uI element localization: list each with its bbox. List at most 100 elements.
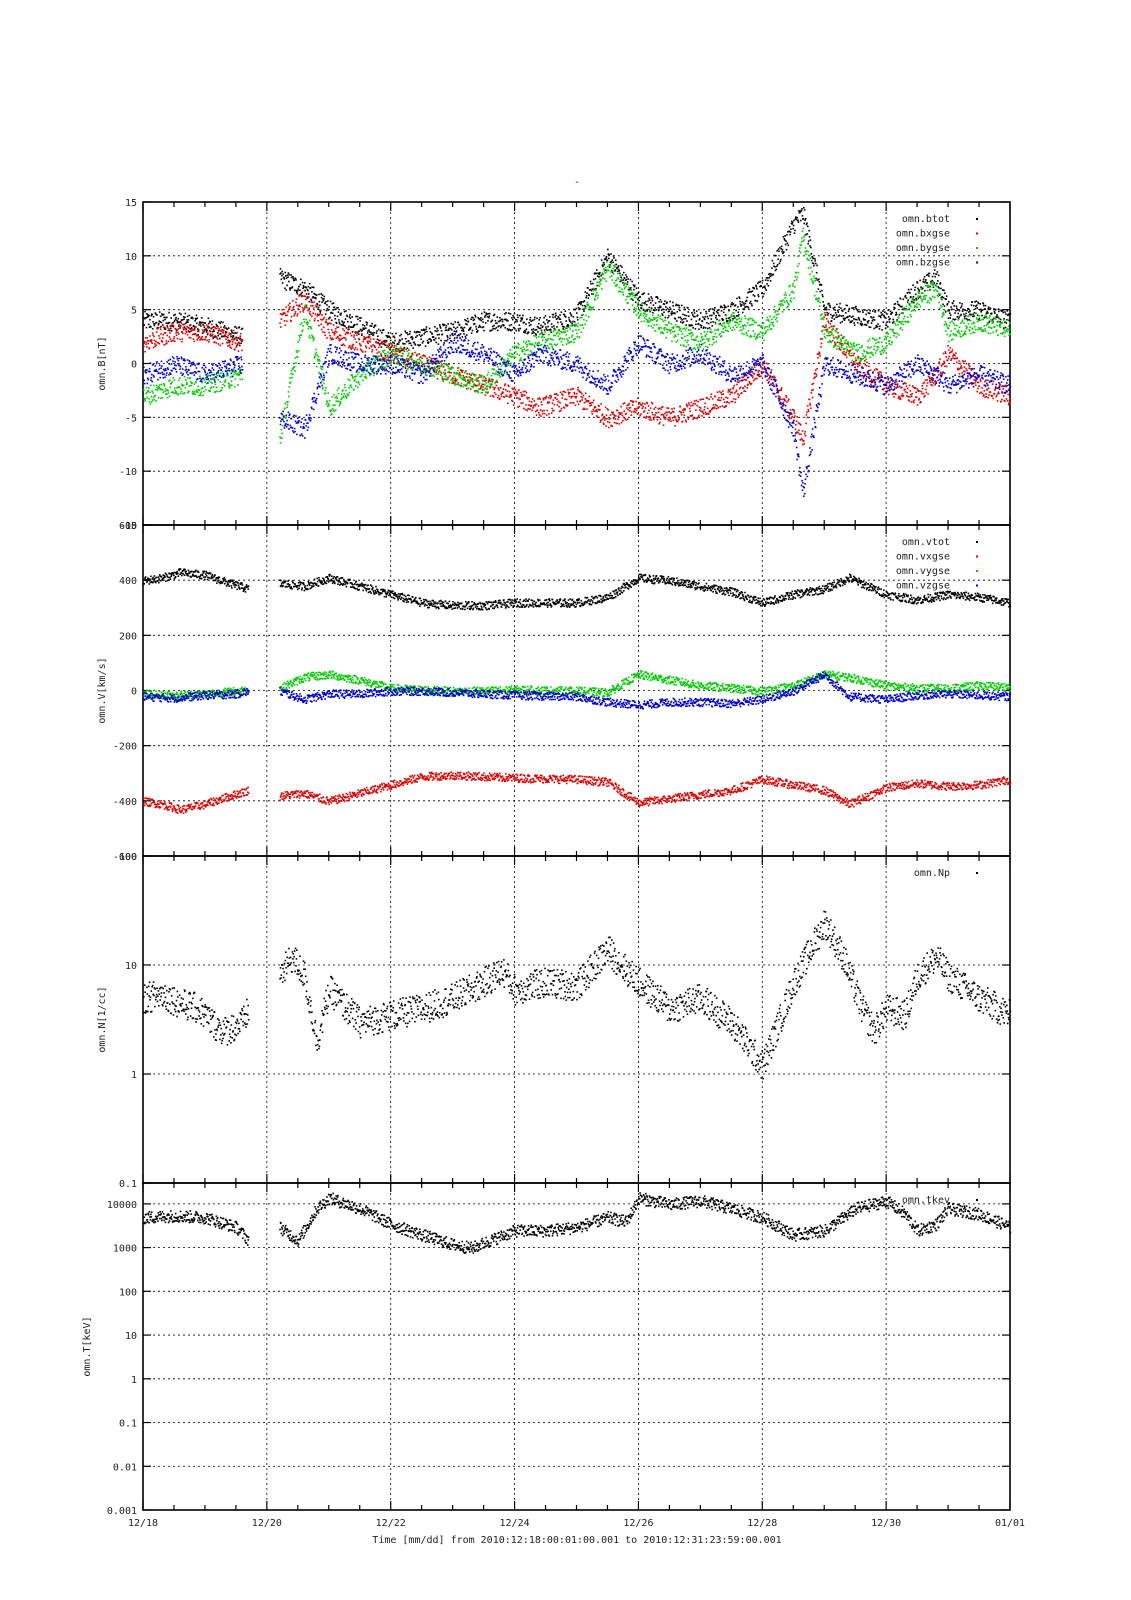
data-point <box>496 316 499 318</box>
data-point <box>582 313 584 316</box>
data-point <box>628 288 630 291</box>
data-point <box>676 326 679 328</box>
data-point <box>871 320 874 322</box>
data-point <box>541 326 544 329</box>
data-point <box>525 323 527 325</box>
data-point <box>582 308 584 311</box>
figure-title: - <box>574 177 580 188</box>
data-point <box>760 371 763 373</box>
data-point <box>380 354 383 356</box>
data-point <box>457 373 460 376</box>
data-point <box>338 323 341 325</box>
data-point <box>600 259 603 261</box>
data-point <box>182 323 184 326</box>
data-point <box>775 254 777 257</box>
data-point <box>510 323 513 326</box>
data-point <box>189 324 191 327</box>
data-point <box>857 356 860 359</box>
data-point <box>569 401 572 404</box>
data-point <box>893 303 896 306</box>
data-point <box>376 341 378 344</box>
data-point <box>997 316 999 318</box>
data-point <box>154 312 157 314</box>
data-point <box>194 319 196 322</box>
data-point <box>185 381 188 384</box>
data-point <box>296 304 298 307</box>
data-point <box>561 338 564 340</box>
data-point <box>372 355 375 357</box>
data-point <box>806 225 809 228</box>
data-point <box>311 301 314 304</box>
data-point <box>393 344 396 347</box>
data-point <box>709 308 712 310</box>
data-point <box>520 347 522 350</box>
data-point <box>841 320 844 323</box>
data-point <box>609 417 611 420</box>
data-point <box>793 219 795 222</box>
data-point <box>674 334 676 336</box>
data-point <box>159 321 161 323</box>
data-point <box>186 325 188 328</box>
data-point <box>450 371 453 374</box>
data-point <box>519 320 522 322</box>
data-point <box>350 348 353 350</box>
data-point <box>591 282 594 285</box>
data-point <box>577 322 579 325</box>
data-point <box>630 298 633 300</box>
data-point <box>648 317 651 320</box>
data-point <box>384 339 386 342</box>
data-point <box>403 363 405 365</box>
data-point <box>649 415 651 418</box>
data-point <box>725 404 728 407</box>
data-point <box>204 338 207 341</box>
data-point <box>168 380 170 382</box>
data-point <box>634 411 637 414</box>
data-point <box>154 313 157 315</box>
data-point <box>459 385 462 388</box>
data-point <box>953 357 956 360</box>
data-point <box>571 336 573 338</box>
data-point <box>465 319 468 322</box>
data-point <box>682 409 684 412</box>
data-point <box>543 316 545 319</box>
data-point <box>1006 310 1009 312</box>
data-point <box>534 335 537 337</box>
data-point <box>672 326 675 328</box>
data-point <box>355 381 358 383</box>
data-point <box>520 359 523 362</box>
data-point <box>891 393 894 395</box>
data-point <box>375 357 377 359</box>
data-point <box>718 314 721 317</box>
data-point <box>490 374 493 377</box>
data-point <box>372 333 375 336</box>
data-point <box>967 364 970 366</box>
data-point <box>712 311 715 314</box>
data-point <box>212 336 215 338</box>
data-point <box>931 381 933 383</box>
data-point <box>642 411 645 413</box>
data-point <box>804 219 806 221</box>
data-point <box>446 335 449 337</box>
data-point <box>809 402 811 405</box>
data-point <box>467 379 470 381</box>
data-point <box>670 312 672 315</box>
data-point <box>212 337 215 340</box>
data-point <box>556 343 559 346</box>
data-point <box>216 332 219 334</box>
data-point <box>169 325 172 327</box>
data-point <box>690 318 693 321</box>
data-point <box>319 309 321 312</box>
data-point <box>841 337 844 339</box>
data-point <box>161 340 163 342</box>
data-point <box>529 343 531 345</box>
data-point <box>377 355 380 358</box>
data-point <box>613 421 616 424</box>
data-point <box>482 380 484 382</box>
data-point <box>299 283 302 286</box>
data-point <box>759 358 761 360</box>
data-point <box>572 320 574 323</box>
data-point <box>515 319 518 321</box>
data-point <box>688 407 691 410</box>
data-point <box>907 395 909 398</box>
data-point <box>446 329 448 331</box>
